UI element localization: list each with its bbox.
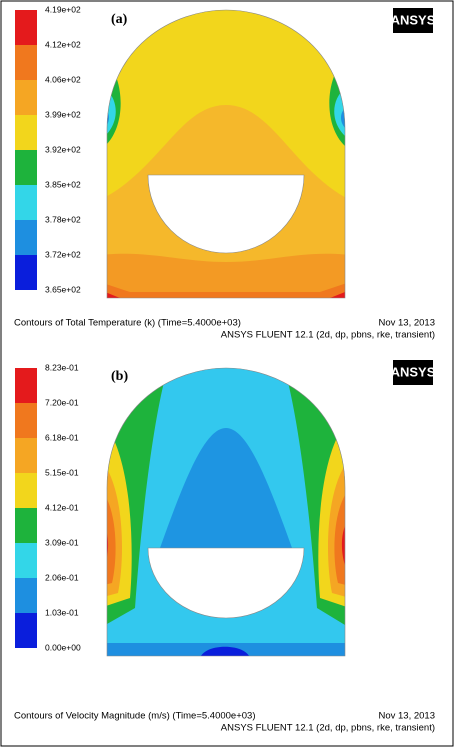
colorbar-label: 1.03e-01 [45, 607, 79, 617]
colorbar-label: 4.19e+02 [45, 4, 81, 14]
logo-box [393, 360, 433, 385]
logo-box [393, 8, 433, 33]
colorbar-label: 4.12e-01 [45, 502, 79, 512]
colorbar-label: 8.23e-01 [45, 362, 79, 372]
solver-info: ANSYS FLUENT 12.1 (2d, dp, pbns, rke, tr… [221, 330, 435, 341]
panel-label: (b) [111, 369, 128, 384]
colorbar-label: 4.12e+02 [45, 39, 81, 49]
colorbar-label: 6.18e-01 [45, 432, 79, 442]
colorbar-label: 5.15e-01 [45, 467, 79, 477]
logo: ANSYS [391, 364, 436, 379]
caption: Contours of Total Temperature (k) (Time=… [14, 318, 241, 329]
colorbar-label: 3.78e+02 [45, 214, 81, 224]
colorbar-label: 3.72e+02 [45, 249, 81, 259]
colorbar-label: 3.99e+02 [45, 109, 81, 119]
contour-field [107, 10, 345, 298]
colorbar-label: 3.92e+02 [45, 144, 81, 154]
colorbar [15, 368, 37, 648]
colorbar-label: 2.06e-01 [45, 572, 79, 582]
panel-a: (a) ANSYS 4.19e+02 4.12e+02 4.06e+02 3.99e+… [15, 4, 436, 299]
caption: Contours of Velocity Magnitude (m/s) (Ti… [14, 711, 256, 722]
obstacle [147, 547, 305, 619]
colorbar-label: 0.00e+00 [45, 642, 81, 652]
colorbar-label: 3.65e+02 [45, 284, 81, 294]
date: Nov 13, 2013 [378, 318, 435, 329]
contour-field [107, 368, 345, 656]
panel-b: (b) ANSYS 8.23e-01 7.20e-01 6.18e-01 5.15e-… [15, 360, 436, 657]
obstacle [147, 174, 305, 254]
colorbar-label: 7.20e-01 [45, 397, 79, 407]
panel-label: (a) [111, 12, 128, 27]
colorbar-label: 4.06e+02 [45, 74, 81, 84]
solver-info: ANSYS FLUENT 12.1 (2d, dp, pbns, rke, tr… [221, 723, 435, 734]
date: Nov 13, 2013 [378, 711, 435, 722]
logo: ANSYS [391, 12, 436, 27]
colorbar-label: 3.09e-01 [45, 537, 79, 547]
colorbar-label: 3.85e+02 [45, 179, 81, 189]
colorbar [15, 10, 37, 290]
